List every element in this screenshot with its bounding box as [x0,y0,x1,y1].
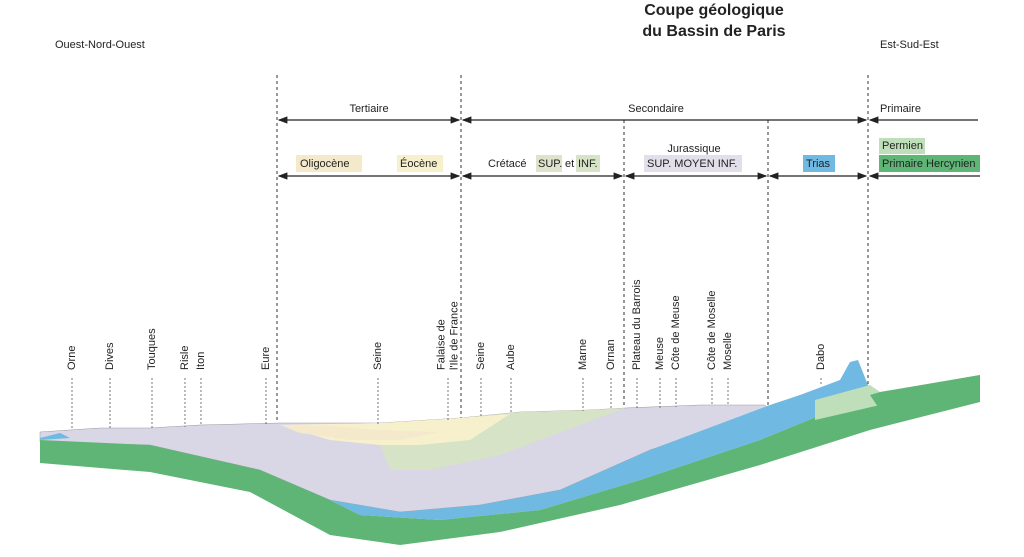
legend-label: Trias [806,158,831,170]
legend-label: Primaire Hercynien [882,158,976,170]
place-label: Eure [260,347,272,370]
title: du Bassin de Paris [642,23,785,40]
place-label: Dives [104,342,116,370]
legend-label: Éocène [400,157,437,170]
legend-label: INF. [578,158,598,170]
place-label: Marne [577,339,589,370]
legend-label: Jurassique [667,143,720,155]
legend: Oligocène Éocène Crétacé SUP. et INF. Ju… [296,138,980,172]
place-label: Aube [505,344,517,370]
place-label: Seine [372,342,384,370]
place-label: Ornan [605,339,617,370]
era-label: Secondaire [628,103,684,115]
places: Orne Dives Touques Risle Iton Eure Seine Falais… [66,279,827,430]
legend-label: et [565,158,574,170]
legend-label: Permien [882,140,923,152]
place-label: Côte de Moselle [706,291,718,371]
cross-section [39,360,980,545]
east-label: Est-Sud-Est [880,39,939,51]
place-label: Touques [146,328,158,370]
west-label: Ouest-Nord-Ouest [55,39,145,51]
title: Coupe géologique [644,2,784,19]
legend-label: Crétacé [488,158,527,170]
place-label: Falaise de [435,319,447,370]
place-label: Iton [195,352,207,370]
place-label: Orne [66,346,78,370]
place-label: Meuse [654,337,666,370]
place-label: l'Ile de France [448,301,460,370]
place-label: Risle [179,346,191,370]
arrows [277,116,980,180]
era-label: Tertiaire [349,103,388,115]
place-label: Seine [475,342,487,370]
legend-label: SUP. [538,158,562,170]
place-label: Dabo [815,344,827,370]
legend-label: Oligocène [300,158,350,170]
place-label: Moselle [722,332,734,370]
era-label: Primaire [880,103,921,115]
legend-label: SUP. MOYEN INF. [647,158,737,170]
place-label: Plateau du Barrois [631,279,643,370]
dividers [276,75,869,430]
place-label: Côte de Meuse [670,295,682,370]
